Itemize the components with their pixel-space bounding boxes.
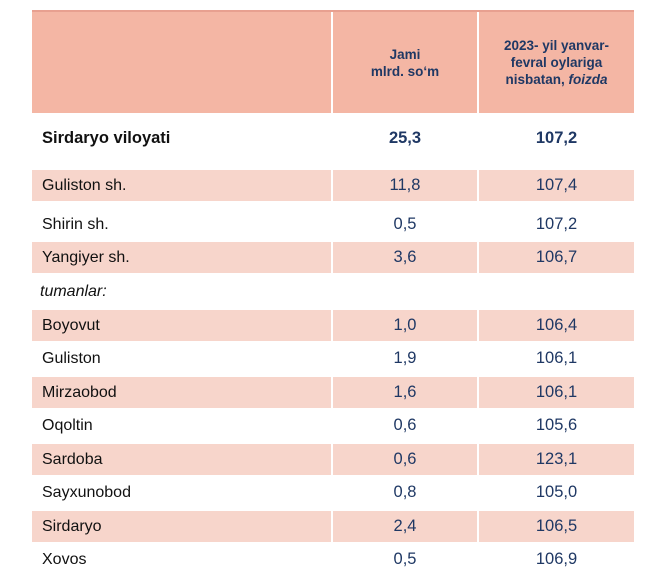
- header-divider: [477, 12, 479, 113]
- row-name: Guliston: [42, 349, 101, 367]
- row-percent: 106,1: [535, 349, 578, 367]
- row-percent: 107,4: [535, 176, 578, 194]
- table-row: Sardoba 0,6 123,1: [32, 444, 634, 475]
- table-row: Boyovut 1,0 106,4: [32, 310, 634, 341]
- row-total: 3,6: [393, 248, 417, 266]
- table-row: Oqoltin 0,6 105,6: [32, 410, 634, 441]
- row-total: 11,8: [389, 176, 421, 194]
- row-total: 0,8: [393, 483, 417, 501]
- row-total: 1,0: [393, 316, 417, 334]
- row-total: 0,5: [393, 215, 417, 233]
- row-percent: 107,2: [535, 215, 578, 233]
- header-divider: [331, 12, 333, 113]
- table-row: Yangiyer sh. 3,6 106,7: [32, 242, 634, 273]
- row-percent: 123,1: [535, 450, 578, 468]
- row-name: Sirdaryo: [42, 517, 102, 535]
- header-percent-text: nisbatan,: [505, 72, 569, 87]
- row-total: 0,5: [393, 550, 417, 568]
- row-total: 1,6: [393, 383, 417, 401]
- table-row: Sirdaryo 2,4 106,5: [32, 511, 634, 542]
- row-percent: 105,6: [535, 416, 578, 434]
- row-name: Mirzaobod: [42, 383, 117, 401]
- row-percent: 106,9: [535, 550, 578, 568]
- row-total: 25,3: [388, 129, 422, 147]
- table-section-label: tumanlar:: [32, 276, 634, 307]
- table-row: Guliston 1,9 106,1: [32, 343, 634, 374]
- table-row: Sayxunobod 0,8 105,0: [32, 477, 634, 508]
- row-percent: 105,0: [535, 483, 578, 501]
- row-name: Xovos: [42, 550, 87, 568]
- row-name: Boyovut: [42, 316, 100, 334]
- table-header: Jami mlrd. so‘m 2023- yil yanvar- fevral…: [32, 12, 634, 113]
- row-total: 0,6: [393, 416, 417, 434]
- table-row: Shirin sh. 0,5 107,2: [32, 209, 634, 240]
- row-total: 2,4: [393, 517, 417, 535]
- table-row: Mirzaobod 1,6 106,1: [32, 377, 634, 408]
- row-percent: 106,7: [535, 248, 578, 266]
- section-name: tumanlar:: [40, 282, 107, 300]
- row-percent: 106,4: [535, 316, 578, 334]
- table-top-border: [32, 10, 634, 12]
- header-percent-column: 2023- yil yanvar- fevral oylariga nisbat…: [479, 12, 634, 113]
- table-row: Guliston sh. 11,8 107,4: [32, 170, 634, 201]
- row-name: Guliston sh.: [42, 176, 127, 194]
- row-name: Sirdaryo viloyati: [42, 129, 171, 147]
- header-percent-line-2: fevral oylariga: [510, 55, 603, 70]
- header-percent-unit: foizda: [568, 72, 608, 87]
- table-row: Xovos 0,5 106,9: [32, 544, 634, 575]
- row-percent: 107,2: [535, 129, 578, 147]
- row-name: Sayxunobod: [42, 483, 131, 501]
- header-total-line-2: mlrd. so‘m: [370, 63, 440, 79]
- table-row-region: Sirdaryo viloyati 25,3 107,2: [32, 123, 634, 154]
- row-percent: 106,1: [535, 383, 578, 401]
- row-percent: 106,5: [535, 517, 578, 535]
- row-name: Oqoltin: [42, 416, 93, 434]
- row-name: Sardoba: [42, 450, 103, 468]
- row-name: Shirin sh.: [42, 215, 109, 233]
- header-total-column: Jami mlrd. so‘m: [333, 12, 477, 113]
- header-percent-line-3: nisbatan, foizda: [504, 71, 609, 88]
- header-percent-line-1: 2023- yil yanvar-: [503, 38, 610, 53]
- row-total: 1,9: [393, 349, 417, 367]
- row-name: Yangiyer sh.: [42, 248, 130, 266]
- row-total: 0,6: [393, 450, 417, 468]
- header-total-line-1: Jami: [389, 46, 421, 62]
